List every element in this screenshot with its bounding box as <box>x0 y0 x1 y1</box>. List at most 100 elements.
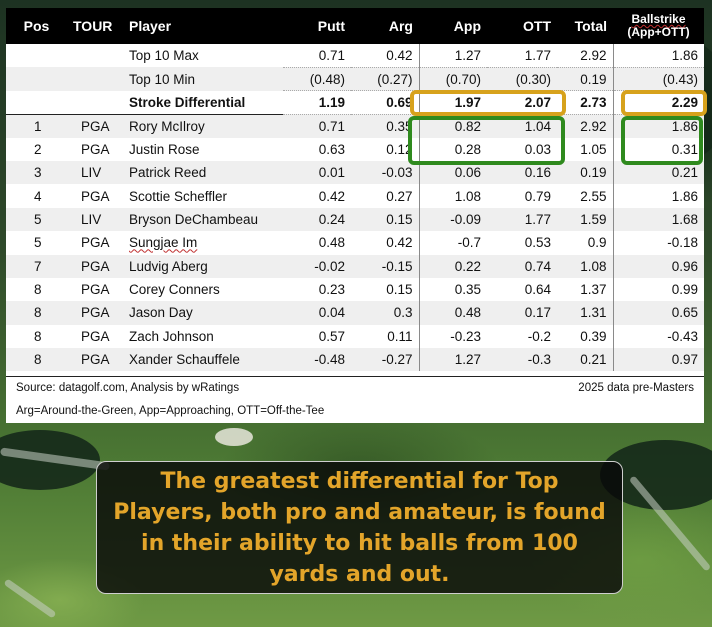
pos-cell: 5 <box>6 207 67 232</box>
ott-cell: -0.2 <box>527 328 551 344</box>
pos-cell: 8 <box>34 328 42 344</box>
player-name-text: Xander Schauffele <box>129 352 240 368</box>
arg-cell: 0.3 <box>351 301 419 325</box>
tour-cell <box>67 90 123 115</box>
summary-label: Top 10 Min <box>123 67 283 91</box>
header-ott: OTT <box>523 18 551 34</box>
summary-row: Top 10 Min (0.48) (0.27) (0.70) (0.30) 0.19 (0… <box>6 67 704 92</box>
player-name: Scottie Scheffler <box>123 184 283 207</box>
arg-cell: -0.27 <box>351 348 419 372</box>
arg-cell: -0.03 <box>351 160 419 185</box>
tour-cell: PGA <box>67 114 123 138</box>
caption-text: The greatest differential for Top Player… <box>113 468 606 587</box>
player-name-text: Scottie Scheffler <box>129 188 228 204</box>
pos-cell: 8 <box>34 282 42 298</box>
player-name-text: Sungjae Im <box>129 235 198 251</box>
tour-cell <box>67 44 123 67</box>
app-cell: -0.7 <box>418 231 487 255</box>
total-cell: 0.19 <box>557 67 613 92</box>
ballstrike-cell: -0.43 <box>612 324 704 349</box>
player-name: Rory McIlroy <box>123 114 283 138</box>
player-name-text: Rory McIlroy <box>129 118 205 134</box>
tour-cell: PGA <box>67 348 123 372</box>
total-cell: 1.59 <box>557 207 613 232</box>
pos-cell: 2 <box>34 141 42 157</box>
ott-cell: (0.30) <box>487 67 557 92</box>
ott-cell: 0.53 <box>524 235 551 251</box>
tour-cell: PGA <box>81 188 110 204</box>
arg-cell: 0.69 <box>351 90 419 115</box>
player-name: Corey Conners <box>123 278 283 301</box>
tour-cell: PGA <box>81 235 110 251</box>
tour-cell: PGA <box>81 141 110 157</box>
table-row: 8 PGA Xander Schauffele -0.48 -0.27 1.27 -0.3 0… <box>6 348 704 372</box>
putt-cell: 0.48 <box>318 235 345 251</box>
player-name-text: Patrick Reed <box>129 165 207 181</box>
source-note: Source: datagolf.com, Analysis by wRatin… <box>16 381 240 394</box>
ballstrike-cell: 0.31 <box>612 137 704 161</box>
player-name-text: Justin Rose <box>129 141 200 157</box>
total-cell: 1.05 <box>580 141 607 157</box>
player-name: Sungjae Im <box>123 231 283 254</box>
arg-cell: 0.15 <box>351 207 419 232</box>
strokes-gained-table: Pos TOUR Player Putt Arg App OTT Total B… <box>6 8 704 372</box>
arg-cell: (0.27) <box>351 67 419 92</box>
putt-cell: 0.23 <box>318 282 345 298</box>
putt-cell: 0.63 <box>318 141 345 157</box>
app-cell: 0.22 <box>418 254 487 278</box>
app-cell: 1.97 <box>418 90 487 115</box>
ballstrike-cell: (0.43) <box>612 67 704 92</box>
ballstrike-cell: 0.21 <box>612 160 704 185</box>
ott-cell: -0.3 <box>487 348 557 372</box>
player-name: Bryson DeChambeau <box>123 207 283 232</box>
ballstrike-cell: 1.86 <box>612 114 704 138</box>
app-cell: 1.27 <box>418 348 487 372</box>
header-ballstrike-line1: Ballstrike <box>631 12 686 26</box>
stats-table-card: Pos TOUR Player Putt Arg App OTT Total B… <box>6 8 704 423</box>
tour-cell <box>67 67 123 91</box>
player-name: Xander Schauffele <box>123 348 283 372</box>
total-cell: 0.21 <box>557 348 613 372</box>
player-name: Patrick Reed <box>123 160 283 185</box>
header-app: App <box>453 18 481 34</box>
table-footer-source: Source: datagolf.com, Analysis by wRatin… <box>6 376 704 398</box>
total-cell: 2.73 <box>557 90 613 115</box>
total-cell: 1.37 <box>580 282 607 298</box>
app-cell: (0.70) <box>418 67 487 92</box>
player-name-text: Bryson DeChambeau <box>129 211 259 227</box>
table-row: 1 PGA Rory McIlroy 0.71 0.35 0.82 1.04 2.92 1.86 <box>6 114 704 138</box>
arg-cell: 0.15 <box>386 282 413 298</box>
player-name: Jason Day <box>123 301 283 325</box>
summary-label: Top 10 Max <box>129 48 199 64</box>
sand-bunker <box>215 428 253 446</box>
ott-cell: 0.64 <box>524 282 551 298</box>
ott-cell: 0.17 <box>487 301 557 325</box>
putt-cell: 0.57 <box>318 328 345 344</box>
header-tour: TOUR <box>73 18 113 34</box>
tour-cell: LIV <box>67 207 123 232</box>
header-player: Player <box>129 18 172 34</box>
arg-cell: 0.12 <box>386 141 413 157</box>
player-name: Zach Johnson <box>123 325 283 348</box>
pos-cell: 7 <box>6 254 67 278</box>
ballstrike-cell: -0.18 <box>612 231 704 255</box>
putt-cell: (0.48) <box>283 67 351 92</box>
ballstrike-cell: 0.97 <box>612 348 704 372</box>
app-cell: 1.27 <box>418 44 487 68</box>
pos-cell <box>6 90 67 115</box>
putt-cell: 0.42 <box>318 188 345 204</box>
ott-cell: 0.74 <box>487 254 557 278</box>
ballstrike-cell: 0.99 <box>612 277 704 302</box>
app-cell: -0.23 <box>418 324 487 349</box>
header-total: Total <box>574 18 607 34</box>
arg-cell: 0.42 <box>351 44 419 68</box>
player-name-text: Zach Johnson <box>129 328 214 344</box>
arg-cell: -0.15 <box>351 254 419 278</box>
data-note: 2025 data pre-Masters <box>578 381 694 394</box>
pos-cell: 3 <box>6 160 67 185</box>
total-cell: 0.9 <box>587 235 607 251</box>
putt-cell: 0.01 <box>283 160 351 185</box>
putt-cell: -0.48 <box>283 348 351 372</box>
table-header-row: Pos TOUR Player Putt Arg App OTT Total B… <box>6 8 704 44</box>
pos-cell: 8 <box>6 348 67 372</box>
